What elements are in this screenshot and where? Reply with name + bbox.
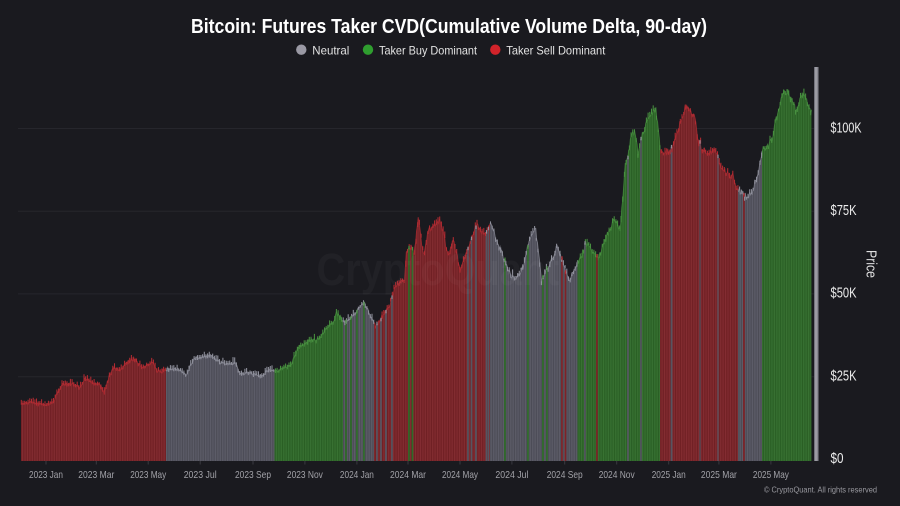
svg-text:Bitcoin: Futures Taker CVD(Cum: Bitcoin: Futures Taker CVD(Cumulative Vo… — [191, 16, 707, 38]
svg-text:CryptoQuant: CryptoQuant — [317, 244, 560, 295]
svg-text:2023 May: 2023 May — [130, 469, 167, 481]
svg-text:2024 Jan: 2024 Jan — [340, 469, 374, 481]
svg-text:2025 Jan: 2025 Jan — [652, 469, 686, 481]
svg-text:2024 Sep: 2024 Sep — [547, 469, 583, 481]
svg-text:$75K: $75K — [831, 203, 857, 219]
svg-text:2023 Jul: 2023 Jul — [184, 469, 217, 481]
svg-text:Price: Price — [863, 250, 879, 278]
svg-text:Taker Buy Dominant: Taker Buy Dominant — [379, 44, 478, 58]
svg-text:$50K: $50K — [831, 286, 857, 302]
svg-text:2024 Jul: 2024 Jul — [495, 469, 528, 481]
svg-text:Neutral: Neutral — [312, 44, 349, 58]
svg-text:2023 Mar: 2023 Mar — [78, 469, 114, 481]
svg-text:2023 Sep: 2023 Sep — [235, 469, 271, 481]
svg-text:2023 Jan: 2023 Jan — [29, 469, 63, 481]
svg-text:2024 May: 2024 May — [442, 469, 479, 481]
svg-text:© CryptoQuant. All rights rese: © CryptoQuant. All rights reserved — [764, 485, 877, 495]
svg-text:$100K: $100K — [831, 120, 862, 136]
svg-text:2024 Nov: 2024 Nov — [599, 469, 636, 481]
svg-text:2023 Nov: 2023 Nov — [287, 469, 324, 481]
svg-text:2025 Mar: 2025 Mar — [701, 469, 737, 481]
svg-text:$0: $0 — [831, 451, 844, 467]
svg-text:Taker Sell Dominant: Taker Sell Dominant — [506, 44, 606, 58]
svg-text:$25K: $25K — [831, 369, 857, 385]
svg-text:2024 Mar: 2024 Mar — [390, 469, 426, 481]
svg-text:2025 May: 2025 May — [753, 469, 790, 481]
